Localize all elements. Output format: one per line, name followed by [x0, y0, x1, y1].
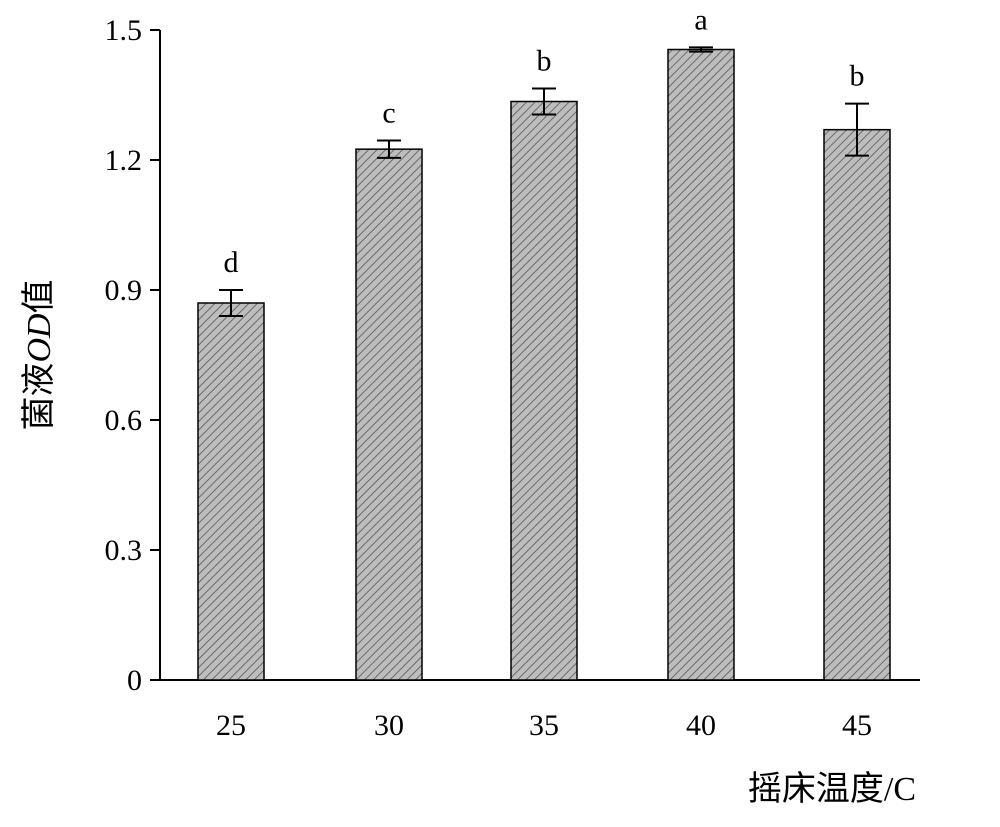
- y-axis-label: 菌液OD值: [20, 279, 58, 430]
- x-category-label: 30: [374, 709, 404, 742]
- y-tick-label: 0.6: [105, 404, 143, 437]
- x-category-label: 45: [842, 709, 872, 742]
- axis-labels: 菌液OD值摇床温度/C: [20, 279, 916, 808]
- significance-label: a: [694, 3, 707, 36]
- x-category-label: 40: [686, 709, 716, 742]
- x-axis-label: 摇床温度/C: [748, 770, 916, 808]
- y-tick-label: 0.9: [105, 274, 143, 307]
- bar: [356, 149, 422, 680]
- bar: [511, 102, 577, 681]
- y-ticks: 0 0.3 0.6 0.9 1.2 1.5: [105, 14, 161, 697]
- bars: d c b a b: [198, 3, 890, 680]
- x-category-label: 25: [216, 709, 246, 742]
- bar-chart: d c b a b 0 0.3 0.6 0.9 1.2 1.5 25 30 35 40 45 菌液OD值摇…: [0, 0, 1000, 827]
- significance-label: d: [224, 246, 239, 279]
- significance-label: b: [850, 60, 865, 93]
- bar: [668, 50, 734, 681]
- x-category-label: 35: [529, 709, 559, 742]
- y-tick-label: 1.5: [105, 14, 143, 47]
- y-tick-label: 1.2: [105, 144, 143, 177]
- x-ticks: 25 30 35 40 45: [216, 709, 872, 742]
- y-tick-label: 0: [127, 664, 142, 697]
- bar: [824, 130, 890, 680]
- y-tick-label: 0.3: [105, 534, 143, 567]
- significance-label: b: [537, 45, 552, 78]
- significance-label: c: [382, 97, 395, 130]
- bar: [198, 303, 264, 680]
- chart-svg: d c b a b 0 0.3 0.6 0.9 1.2 1.5 25 30 35 40 45 菌液OD值摇…: [0, 0, 1000, 827]
